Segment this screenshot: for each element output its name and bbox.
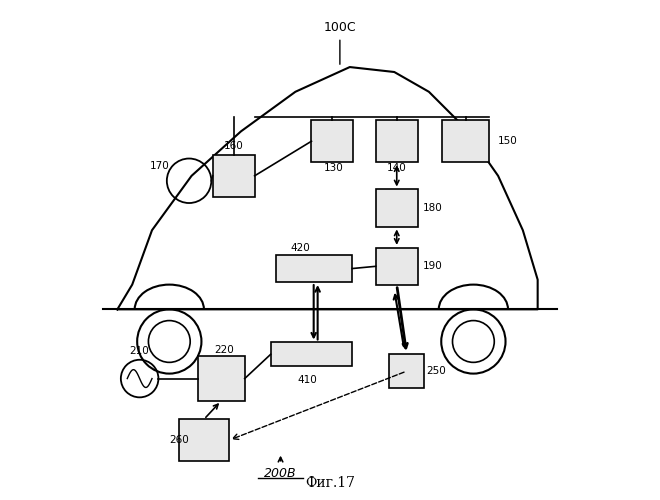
Text: 140: 140 [387,164,407,173]
FancyBboxPatch shape [213,155,255,197]
Text: 260: 260 [170,436,189,446]
Text: 180: 180 [423,203,443,213]
FancyBboxPatch shape [389,354,424,388]
Text: 160: 160 [224,141,244,151]
FancyBboxPatch shape [376,190,418,226]
Text: 130: 130 [324,164,344,173]
FancyBboxPatch shape [442,120,490,162]
FancyBboxPatch shape [198,356,245,401]
Text: 410: 410 [298,374,317,384]
Text: Фиг.17: Фиг.17 [305,476,355,490]
FancyBboxPatch shape [312,120,354,162]
Text: 200В: 200В [264,467,297,480]
Text: 220: 220 [214,345,234,355]
FancyBboxPatch shape [376,248,418,285]
Text: 150: 150 [498,136,518,146]
Text: 420: 420 [290,242,310,252]
FancyBboxPatch shape [376,120,418,162]
FancyBboxPatch shape [180,420,228,462]
Text: 210: 210 [130,346,150,356]
FancyBboxPatch shape [276,255,352,282]
Text: 190: 190 [423,262,443,272]
Text: 170: 170 [150,161,170,171]
Text: 100C: 100C [323,21,356,34]
FancyBboxPatch shape [271,342,352,366]
Text: 250: 250 [426,366,446,376]
